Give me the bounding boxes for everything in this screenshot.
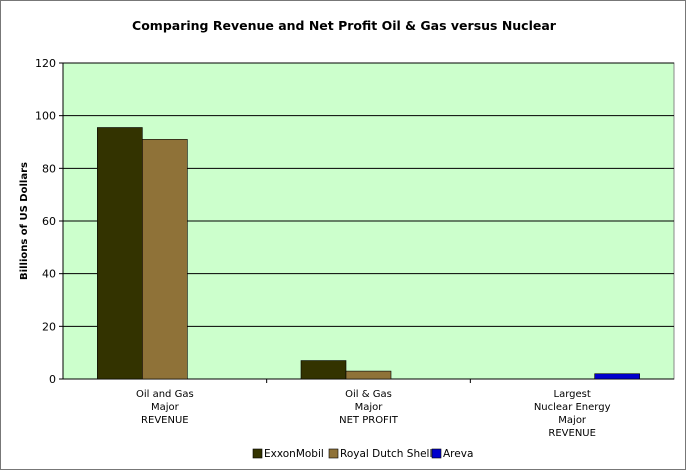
bar-royal-dutch-shell <box>345 370 392 380</box>
y-tick-label: 60 <box>42 215 56 228</box>
chart-title: Comparing Revenue and Net Profit Oil & G… <box>132 18 557 33</box>
y-tick-label: 20 <box>42 320 56 333</box>
x-category-label: NET PROFIT <box>339 415 399 426</box>
bar-royal-dutch-shell <box>142 139 188 380</box>
bar-areva <box>594 373 640 380</box>
x-category-label: Major <box>558 415 587 426</box>
x-category-label: REVENUE <box>548 428 596 439</box>
x-category-label: Major <box>355 402 384 413</box>
bar-exxonmobil <box>97 127 143 380</box>
legend-swatch-royal-dutch-shell <box>328 448 339 459</box>
y-tick-label: 40 <box>42 268 56 281</box>
x-category-label: Oil and Gas <box>136 389 194 400</box>
x-category-label: Oil & Gas <box>345 389 392 400</box>
legend-label: ExxonMobil <box>264 448 324 460</box>
bar-exxonmobil <box>300 360 347 380</box>
y-tick-label: 120 <box>35 57 56 70</box>
legend-swatch-exxonmobil <box>252 448 263 459</box>
legend-label: Areva <box>443 448 473 460</box>
x-category-label: REVENUE <box>141 415 189 426</box>
y-tick-label: 100 <box>35 110 56 123</box>
y-tick-label: 0 <box>49 373 56 386</box>
y-tick-label: 80 <box>42 162 56 175</box>
x-category-label: Largest <box>554 389 591 400</box>
x-category-label: Nuclear Energy <box>534 402 611 413</box>
y-axis-label: Billions of US Dollars <box>19 162 30 280</box>
legend-label: Royal Dutch Shell <box>340 448 432 460</box>
x-category-label: Major <box>151 402 180 413</box>
legend-swatch-areva <box>431 448 442 459</box>
